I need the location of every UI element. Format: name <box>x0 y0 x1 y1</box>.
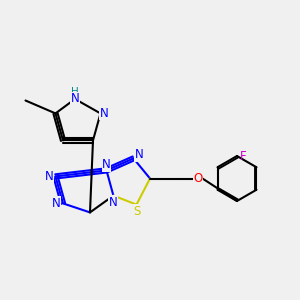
Text: S: S <box>133 205 140 218</box>
Text: F: F <box>240 149 247 163</box>
Text: N: N <box>100 107 109 120</box>
Text: H: H <box>71 87 79 98</box>
Text: O: O <box>194 172 202 185</box>
Text: N: N <box>52 197 61 210</box>
Text: N: N <box>102 158 111 172</box>
Text: N: N <box>109 196 118 209</box>
Text: N: N <box>70 92 80 106</box>
Text: N: N <box>134 148 143 161</box>
Text: N: N <box>44 170 53 183</box>
